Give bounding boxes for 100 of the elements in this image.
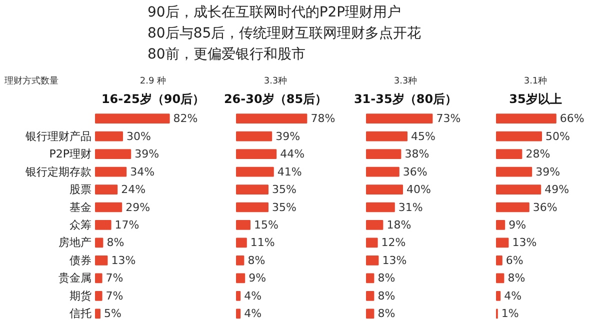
chart-title: 26-30岁（85后） (224, 92, 328, 106)
bar (366, 131, 408, 142)
bar (236, 220, 250, 230)
bar (95, 308, 100, 319)
data-label: 8% (248, 254, 266, 267)
data-label: 31% (398, 200, 423, 214)
data-label: 39% (134, 148, 160, 161)
data-label: 15% (254, 218, 278, 232)
data-label: 12% (381, 236, 406, 250)
y-tick-label: 银行定期存款 (24, 165, 92, 178)
y-tick-label: 股票 (70, 183, 92, 196)
data-label: 8% (378, 272, 396, 285)
data-label: 35% (272, 200, 296, 214)
bar (95, 238, 104, 248)
text: 理财方式数量 (4, 75, 58, 86)
data-label: 24% (121, 183, 146, 196)
text: 90后，成长在互联网时代的P2P理财用户 (148, 4, 402, 20)
data-label: 8% (508, 272, 526, 285)
bar (95, 114, 170, 124)
data-label: 13% (111, 254, 136, 267)
bar (236, 273, 246, 284)
bar (236, 131, 272, 142)
chart-subtitle: 2.9 种 (140, 75, 166, 86)
bar (95, 184, 118, 194)
bar (496, 290, 501, 301)
bar (95, 149, 132, 159)
bar (496, 273, 504, 284)
data-label: 11% (250, 236, 275, 250)
bar (236, 149, 277, 159)
data-label: 9% (248, 272, 266, 285)
bar (496, 166, 532, 177)
data-label: 29% (126, 200, 150, 214)
data-label: 39% (276, 130, 300, 143)
data-label: 5% (104, 307, 122, 320)
data-label: 36% (532, 200, 558, 214)
data-label: 7% (106, 272, 124, 285)
text: 80前，更偏爱银行和股市 (148, 46, 306, 62)
bar (496, 220, 506, 230)
bar (236, 256, 244, 266)
bar (236, 184, 268, 194)
y-tick-label: 贵金属 (58, 272, 92, 285)
bar (236, 308, 241, 319)
bar (95, 273, 102, 284)
bar (366, 290, 374, 301)
data-label: 44% (280, 148, 305, 161)
data-label: 50% (546, 130, 570, 143)
chart-subtitle: 3.1种 (524, 75, 548, 86)
bar (496, 202, 530, 212)
bar (95, 166, 127, 177)
data-label: 7% (106, 289, 124, 302)
bar (95, 131, 123, 142)
chart-title: 16-25岁（90后） (101, 92, 205, 106)
bar (236, 290, 241, 301)
bar (236, 114, 308, 124)
y-tick-label: 信托 (70, 307, 92, 320)
text: 80后与85后，传统理财互联网理财多点开花 (148, 26, 422, 42)
data-label: 4% (504, 289, 522, 302)
data-label: 78% (310, 112, 336, 126)
bar (366, 149, 402, 159)
data-label: 8% (378, 307, 396, 320)
data-label: 41% (277, 165, 302, 178)
bar (95, 220, 112, 230)
y-tick-label: 银行理财产品 (24, 130, 92, 143)
bar (95, 290, 102, 301)
bar (496, 131, 542, 142)
data-label: 1% (501, 307, 519, 320)
data-label: 82% (173, 112, 198, 126)
data-label: 40% (406, 183, 431, 196)
chart-title: 31-35岁（80后） (354, 92, 458, 106)
data-label: 36% (402, 165, 428, 178)
bar (496, 149, 522, 159)
data-label: 6% (506, 254, 524, 267)
bar (95, 256, 108, 266)
data-label: 8% (378, 289, 396, 302)
data-label: 18% (386, 218, 412, 232)
data-label: 9% (508, 218, 526, 232)
y-tick-label: P2P理财 (49, 148, 92, 161)
bar (366, 273, 374, 284)
bar (366, 220, 384, 230)
data-label: 73% (436, 112, 461, 126)
bar (366, 184, 403, 194)
data-label: 45% (411, 130, 436, 143)
data-label: 66% (560, 112, 584, 126)
data-label: 13% (512, 236, 537, 250)
data-label: 4% (244, 307, 262, 320)
data-label: 30% (126, 130, 151, 143)
chart-title: 35岁以上 (509, 92, 562, 106)
bar (366, 114, 433, 124)
bar (366, 256, 379, 266)
bar (95, 202, 122, 212)
bar (366, 166, 400, 177)
data-label: 4% (244, 289, 262, 302)
bar (496, 184, 542, 194)
y-tick-label: 众筹 (70, 218, 92, 232)
bar (236, 166, 274, 177)
bar (496, 114, 556, 124)
bar (496, 238, 509, 248)
y-tick-label: 债券 (70, 254, 92, 267)
data-label: 34% (130, 165, 155, 178)
bar (366, 202, 395, 212)
